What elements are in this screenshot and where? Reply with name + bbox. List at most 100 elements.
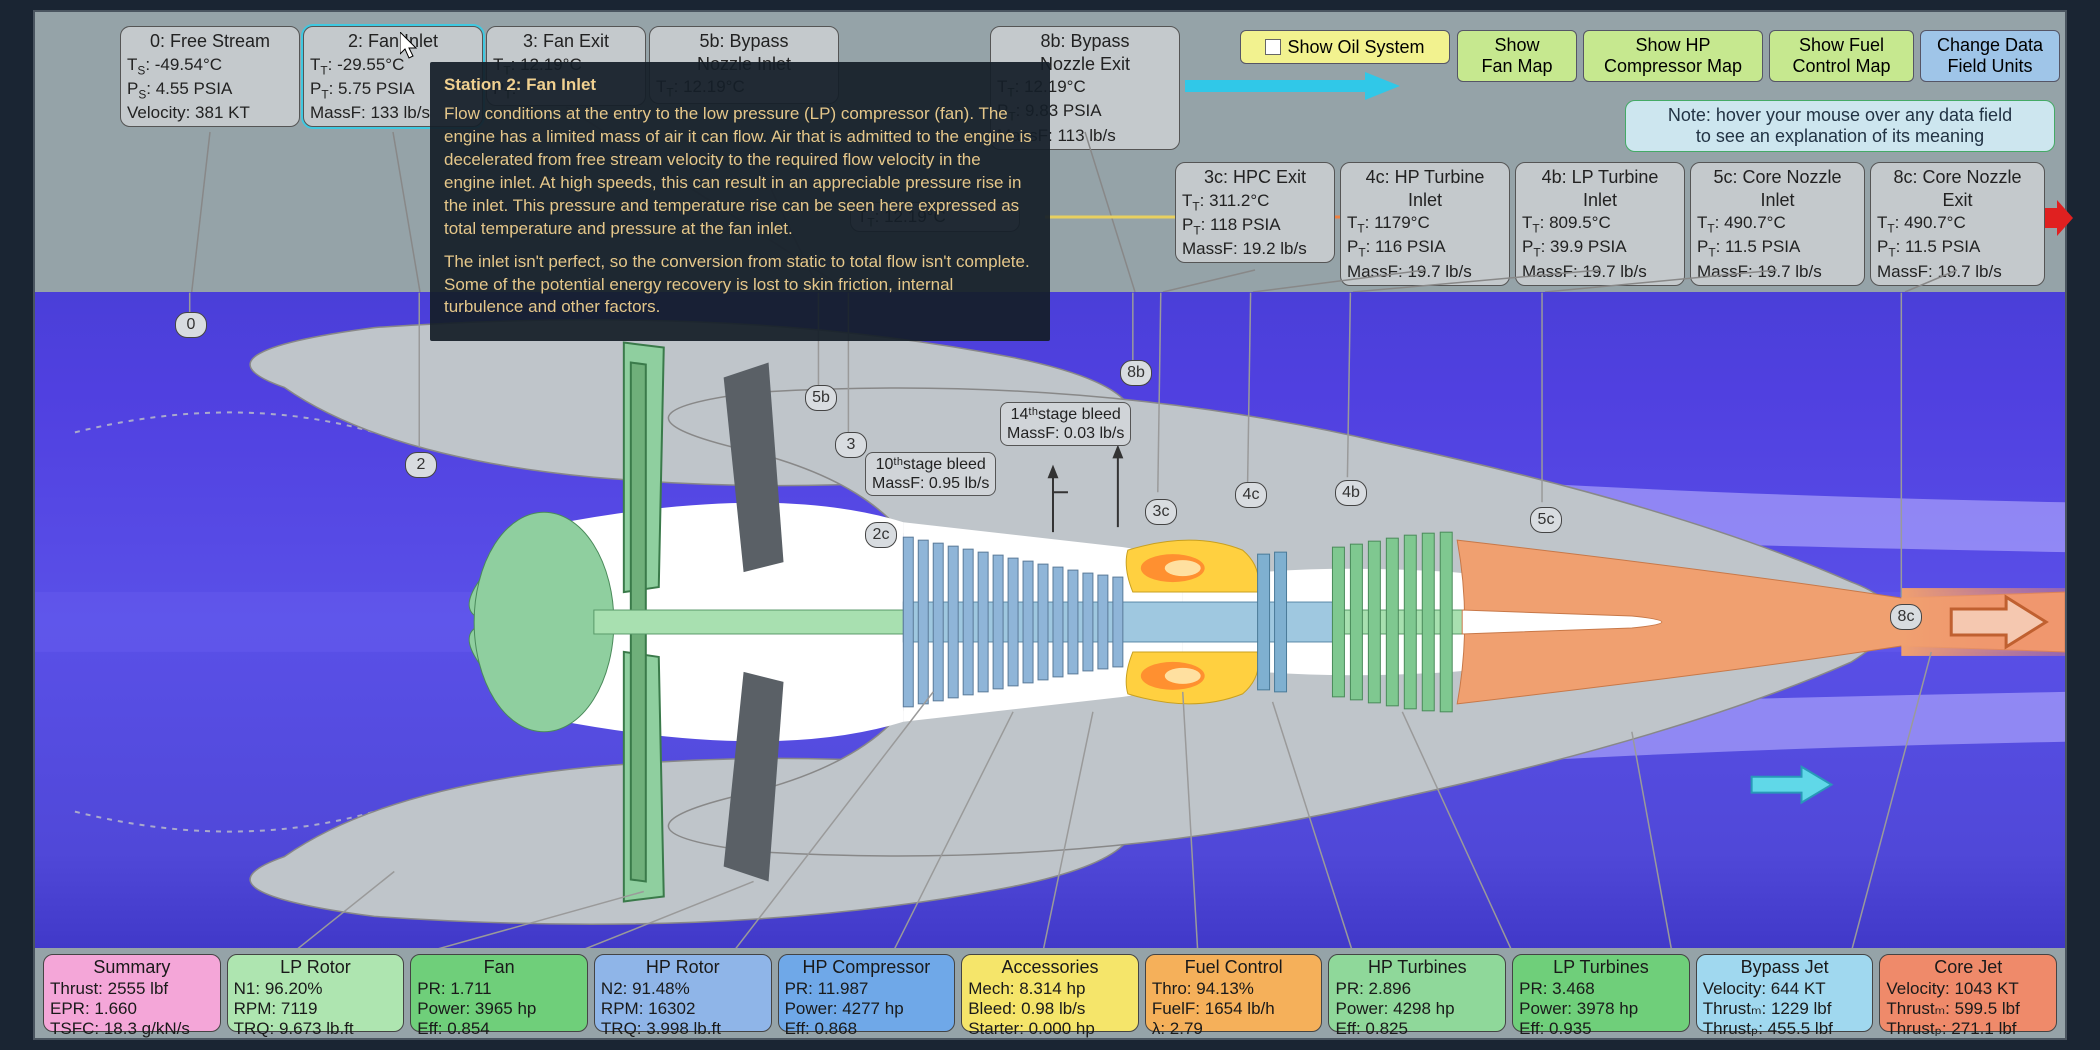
station-marker-0[interactable]: 0 (175, 312, 207, 338)
station-box-5c[interactable]: 5c: Core Nozzle InletTT: 490.7°CPT: 11.5… (1690, 162, 1865, 286)
station-data-row[interactable]: TT: 809.5°C (1522, 212, 1678, 236)
summary-row[interactable]: Thrustₘ: 599.5 lbf (1886, 999, 2050, 1019)
summary-row[interactable]: Eff: 0.854 (417, 1019, 581, 1039)
summary-row[interactable]: Eff: 0.825 (1335, 1019, 1499, 1039)
summary-row[interactable]: TSFC: 18.3 g/kN/s (50, 1019, 214, 1039)
station-box-8c[interactable]: 8c: Core Nozzle ExitTT: 490.7°CPT: 11.5 … (1870, 162, 2045, 286)
show-fan-map-button[interactable]: Show Fan Map (1457, 30, 1577, 82)
summary-row[interactable]: Power: 3965 hp (417, 999, 581, 1019)
app-frame: 0: Free StreamTS: -49.54°CPS: 4.55 PSIAV… (33, 10, 2067, 1040)
bypass-flow-arrow (1185, 72, 1405, 102)
summary-box-core-jet[interactable]: Core JetVelocity: 1043 KTThrustₘ: 599.5 … (1879, 954, 2057, 1032)
station-data-row[interactable]: Velocity: 381 KT (127, 102, 293, 123)
summary-row[interactable]: Thrust: 2555 lbf (50, 979, 214, 999)
summary-row[interactable]: PR: 1.711 (417, 979, 581, 999)
summary-row[interactable]: PR: 2.896 (1335, 979, 1499, 999)
summary-box-fan[interactable]: FanPR: 1.711Power: 3965 hpEff: 0.854 (410, 954, 588, 1032)
summary-row[interactable]: RPM: 7119 (234, 999, 398, 1019)
summary-row[interactable]: Thro: 94.13% (1152, 979, 1316, 999)
station-data-row[interactable]: PT: 11.5 PSIA (1697, 236, 1858, 260)
show-hp-map-button[interactable]: Show HP Compressor Map (1583, 30, 1763, 82)
station-data-row[interactable]: MassF: 19.7 lb/s (1347, 261, 1503, 282)
station-box-4b[interactable]: 4b: LP Turbine InletTT: 809.5°CPT: 39.9 … (1515, 162, 1685, 286)
summary-box-summary[interactable]: SummaryThrust: 2555 lbfEPR: 1.660TSFC: 1… (43, 954, 221, 1032)
summary-row[interactable]: Power: 4298 hp (1335, 999, 1499, 1019)
summary-box-hp-compressor[interactable]: HP CompressorPR: 11.987Power: 4277 hpEff… (778, 954, 956, 1032)
show-fuel-map-button[interactable]: Show Fuel Control Map (1769, 30, 1914, 82)
station-data-row[interactable]: MassF: 19.7 lb/s (1522, 261, 1678, 282)
summary-row[interactable]: Power: 4277 hp (785, 999, 949, 1019)
station-title: 4b: LP Turbine Inlet (1522, 166, 1678, 212)
station-data-row[interactable]: TT: 1179°C (1347, 212, 1503, 236)
station-title: 5c: Core Nozzle Inlet (1697, 166, 1858, 212)
summary-row[interactable]: Thrustₚ: 455.5 lbf (1703, 1019, 1867, 1039)
station-box-0[interactable]: 0: Free StreamTS: -49.54°CPS: 4.55 PSIAV… (120, 26, 300, 127)
summary-title: HP Rotor (601, 957, 765, 979)
station-title: 0: Free Stream (127, 30, 293, 54)
summary-row[interactable]: N2: 91.48% (601, 979, 765, 999)
summary-row[interactable]: PR: 3.468 (1519, 979, 1683, 999)
station-data-row[interactable]: TS: -49.54°C (127, 54, 293, 78)
summary-box-accessories[interactable]: AccessoriesMech: 8.314 hpBleed: 0.98 lb/… (961, 954, 1139, 1032)
show-oil-button[interactable]: Show Oil System (1240, 30, 1450, 64)
station-marker-2c[interactable]: 2c (865, 522, 897, 548)
summary-box-fuel-control[interactable]: Fuel ControlThro: 94.13%FuelF: 1654 lb/h… (1145, 954, 1323, 1032)
station-marker-3[interactable]: 3 (835, 432, 867, 458)
station-data-row[interactable]: PS: 4.55 PSIA (127, 78, 293, 102)
summary-box-hp-rotor[interactable]: HP RotorN2: 91.48%RPM: 16302TRQ: 3.998 l… (594, 954, 772, 1032)
station-data-row[interactable]: MassF: 19.7 lb/s (1697, 261, 1858, 282)
summary-row[interactable]: Eff: 0.935 (1519, 1019, 1683, 1039)
summary-row[interactable]: Power: 3978 hp (1519, 999, 1683, 1019)
summary-row[interactable]: RPM: 16302 (601, 999, 765, 1019)
summary-row[interactable]: Eff: 0.868 (785, 1019, 949, 1039)
summary-row[interactable]: Velocity: 1043 KT (1886, 979, 2050, 999)
station-data-row[interactable]: TT: 490.7°C (1877, 212, 2038, 236)
bleed-10-box[interactable]: 10ᵗʰstage bleedMassF: 0.95 lb/s (865, 452, 996, 496)
station-marker-2[interactable]: 2 (405, 452, 437, 478)
change-units-button[interactable]: Change Data Field Units (1920, 30, 2060, 82)
station-title: 2: Fan Inlet (310, 30, 476, 54)
summary-row[interactable]: Starter: 0.000 hp (968, 1019, 1132, 1039)
station-data-row[interactable]: PT: 118 PSIA (1182, 214, 1328, 238)
summary-title: HP Turbines (1335, 957, 1499, 979)
station-title: 4c: HP Turbine Inlet (1347, 166, 1503, 212)
summary-row[interactable]: λ: 2.79 (1152, 1019, 1316, 1039)
station-marker-5b[interactable]: 5b (805, 385, 837, 411)
summary-row[interactable]: Thrustₚ: 271.1 lbf (1886, 1019, 2050, 1039)
summary-title: Fan (417, 957, 581, 979)
bleed-14-box[interactable]: 14ᵗʰstage bleedMassF: 0.03 lb/s (1000, 402, 1131, 446)
station-marker-3c[interactable]: 3c (1145, 499, 1177, 525)
summary-row[interactable]: EPR: 1.660 (50, 999, 214, 1019)
station-data-row[interactable]: MassF: 19.2 lb/s (1182, 238, 1328, 259)
summary-row[interactable]: Bleed: 0.98 lb/s (968, 999, 1132, 1019)
station-marker-5c[interactable]: 5c (1530, 507, 1562, 533)
summary-row[interactable]: Velocity: 644 KT (1703, 979, 1867, 999)
summary-row[interactable]: Thrustₘ: 1229 lbf (1703, 999, 1867, 1019)
summary-row[interactable]: Mech: 8.314 hp (968, 979, 1132, 999)
station-marker-4c[interactable]: 4c (1235, 482, 1267, 508)
station-marker-8c[interactable]: 8c (1890, 604, 1922, 630)
station-data-row[interactable]: TT: 311.2°C (1182, 190, 1328, 214)
bottom-summary-bar: SummaryThrust: 2555 lbfEPR: 1.660TSFC: 1… (35, 948, 2065, 1038)
summary-row[interactable]: PR: 11.987 (785, 979, 949, 999)
station-data-row[interactable]: TT: 490.7°C (1697, 212, 1858, 236)
station-marker-4b[interactable]: 4b (1335, 480, 1367, 506)
station-title: 3: Fan Exit (493, 30, 639, 54)
station-data-row[interactable]: PT: 11.5 PSIA (1877, 236, 2038, 260)
summary-box-lp-turbines[interactable]: LP TurbinesPR: 3.468Power: 3978 hpEff: 0… (1512, 954, 1690, 1032)
summary-row[interactable]: FuelF: 1654 lb/h (1152, 999, 1316, 1019)
station-data-row[interactable]: PT: 116 PSIA (1347, 236, 1503, 260)
summary-box-hp-turbines[interactable]: HP TurbinesPR: 2.896Power: 4298 hpEff: 0… (1328, 954, 1506, 1032)
station-box-3c[interactable]: 3c: HPC ExitTT: 311.2°CPT: 118 PSIAMassF… (1175, 162, 1335, 263)
summary-row[interactable]: TRQ: 3.998 lb.ft (601, 1019, 765, 1039)
summary-row[interactable]: TRQ: 9.673 lb.ft (234, 1019, 398, 1039)
summary-box-bypass-jet[interactable]: Bypass JetVelocity: 644 KTThrustₘ: 1229 … (1696, 954, 1874, 1032)
summary-title: LP Rotor (234, 957, 398, 979)
station-marker-8b[interactable]: 8b (1120, 360, 1152, 386)
station-data-row[interactable]: PT: 39.9 PSIA (1522, 236, 1678, 260)
station-box-4c[interactable]: 4c: HP Turbine InletTT: 1179°CPT: 116 PS… (1340, 162, 1510, 286)
summary-box-lp-rotor[interactable]: LP RotorN1: 96.20%RPM: 7119TRQ: 9.673 lb… (227, 954, 405, 1032)
summary-title: LP Turbines (1519, 957, 1683, 979)
station-data-row[interactable]: MassF: 19.7 lb/s (1877, 261, 2038, 282)
summary-row[interactable]: N1: 96.20% (234, 979, 398, 999)
